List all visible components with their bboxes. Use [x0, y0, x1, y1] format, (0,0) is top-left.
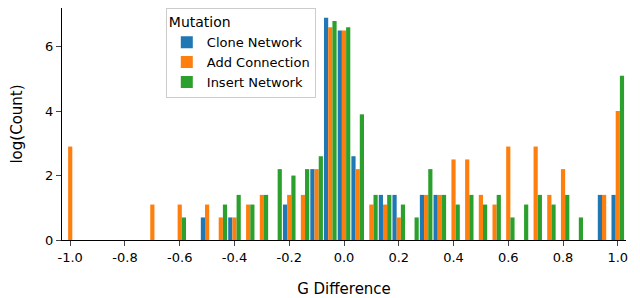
svg-text:Add Connection: Add Connection: [207, 55, 310, 70]
svg-text:-0.8: -0.8: [112, 250, 137, 265]
svg-text:Clone Network: Clone Network: [207, 35, 303, 50]
svg-text:0.4: 0.4: [443, 250, 464, 265]
svg-text:G Difference: G Difference: [297, 280, 391, 298]
svg-text:-1.0: -1.0: [58, 250, 83, 265]
svg-text:4: 4: [45, 104, 53, 119]
svg-text:0.6: 0.6: [498, 250, 519, 265]
svg-text:Insert Network: Insert Network: [207, 75, 303, 90]
svg-text:0.0: 0.0: [334, 250, 355, 265]
svg-text:Mutation: Mutation: [169, 14, 231, 30]
svg-text:0.8: 0.8: [553, 250, 574, 265]
svg-text:2: 2: [45, 168, 53, 183]
svg-text:-0.2: -0.2: [277, 250, 302, 265]
svg-text:-0.6: -0.6: [167, 250, 192, 265]
svg-text:1.0: 1.0: [607, 250, 628, 265]
svg-text:-0.4: -0.4: [222, 250, 247, 265]
svg-text:log(Count): log(Count): [8, 84, 26, 163]
svg-text:6: 6: [45, 39, 53, 54]
svg-text:0.2: 0.2: [388, 250, 409, 265]
svg-text:0: 0: [45, 233, 53, 248]
